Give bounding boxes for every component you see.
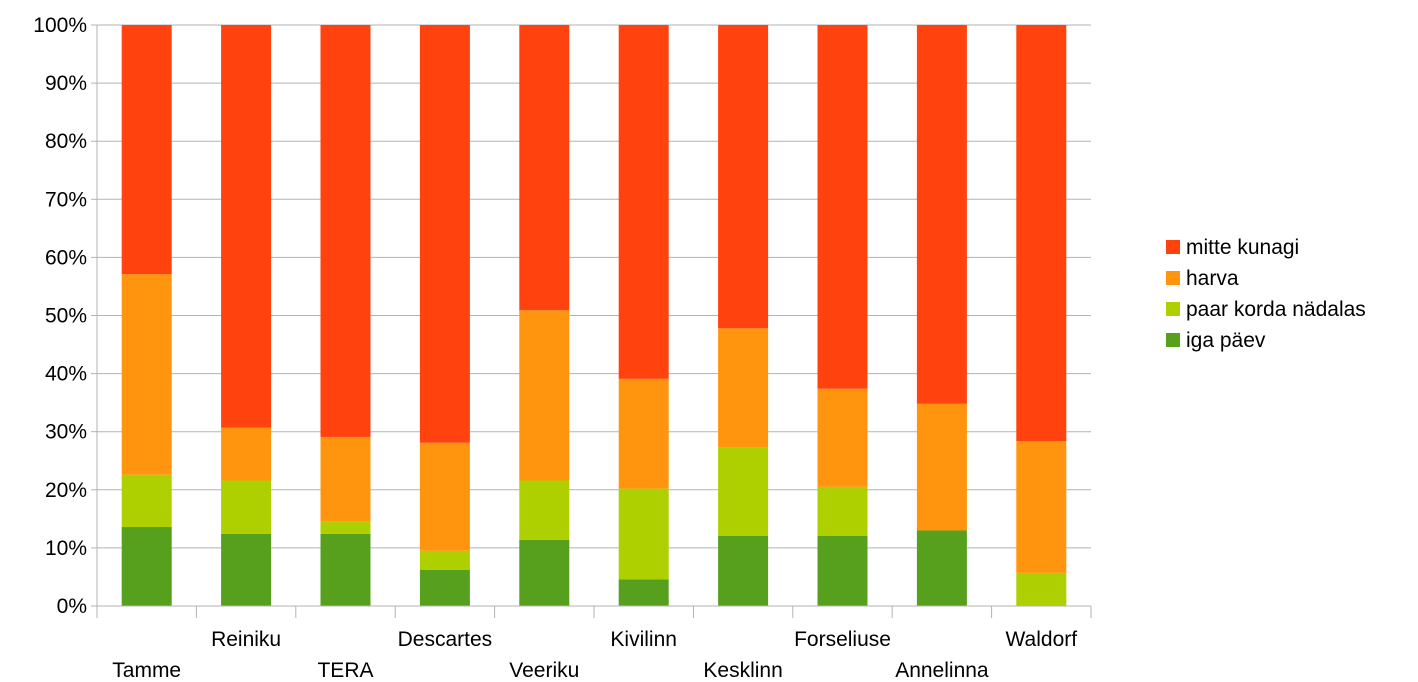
bar-segment-veeriku-2: [519, 310, 570, 481]
legend-label: mitte kunagi: [1186, 236, 1299, 259]
y-tick-label: 50%: [45, 305, 87, 328]
bar-segment-forseliuse-2: [817, 388, 868, 487]
x-tick-label: Veeriku: [509, 659, 579, 682]
bar-segment-kivilinn-1: [618, 488, 669, 580]
bar-segment-kivilinn-2: [618, 378, 669, 489]
bar-segment-forseliuse-0: [817, 535, 868, 606]
bar-segment-kesklinn-0: [718, 535, 769, 606]
legend: mitte kunagi harva paar korda nädalas iga p…: [1166, 236, 1366, 352]
bar-segment-tamme-3: [121, 25, 172, 275]
bar-segment-kesklinn-3: [718, 25, 769, 329]
x-tick-label: TERA: [317, 659, 373, 682]
y-axis-tick-labels: 0% 10% 20% 30% 40% 50% 60% 70% 80% 90% 100%: [33, 14, 87, 618]
bar-segment-kesklinn-1: [718, 447, 769, 536]
bar-segment-waldorf-1: [1016, 572, 1067, 606]
bar-segment-tera-0: [320, 533, 371, 606]
y-tick-label: 30%: [45, 421, 87, 444]
x-axis-tick-labels: Tamme Reiniku TERA Descartes Veeriku Kivilinn…: [112, 628, 1077, 682]
bar-segment-tamme-1: [121, 474, 172, 527]
x-tick-label: Tamme: [112, 659, 181, 682]
bar-segment-veeriku-0: [519, 539, 570, 606]
bar-segment-descartes-1: [419, 550, 470, 570]
y-tick-label: 0%: [57, 595, 87, 618]
y-tick-label: 100%: [33, 14, 87, 37]
x-tick-label: Waldorf: [1006, 628, 1078, 651]
bar-segment-tamme-2: [121, 274, 172, 475]
bar-segment-kivilinn-0: [618, 579, 669, 606]
x-tick-label: Kesklinn: [703, 659, 782, 682]
x-tick-label: Forseliuse: [794, 628, 891, 651]
x-tick-label: Kivilinn: [610, 628, 677, 651]
bar-segment-veeriku-3: [519, 25, 570, 311]
bar-segment-descartes-2: [419, 442, 470, 551]
bar-segment-tera-3: [320, 25, 371, 437]
x-tick-label: Reiniku: [211, 628, 281, 651]
bar-segment-kivilinn-3: [618, 25, 669, 379]
bar-segment-waldorf-3: [1016, 25, 1067, 441]
legend-swatch: [1166, 302, 1180, 316]
bar-segment-forseliuse-3: [817, 25, 868, 389]
legend-label: paar korda nädalas: [1186, 298, 1366, 321]
bar-segment-annelinna-0: [916, 530, 967, 606]
x-tick-label: Descartes: [398, 628, 493, 651]
bar-segment-descartes-3: [419, 25, 470, 443]
legend-swatch: [1166, 240, 1180, 254]
legend-swatch: [1166, 333, 1180, 347]
bar-segment-annelinna-3: [916, 25, 967, 404]
bar-segment-annelinna-2: [916, 403, 967, 531]
bar-segment-reiniku-1: [221, 480, 272, 534]
bar-segment-waldorf-2: [1016, 440, 1067, 573]
bar-segment-tamme-0: [121, 526, 172, 606]
legend-swatch: [1166, 271, 1180, 285]
y-tick-label: 40%: [45, 363, 87, 386]
bar-segment-descartes-0: [419, 569, 470, 606]
axes: [91, 24, 1092, 618]
bar-segment-reiniku-3: [221, 25, 272, 428]
x-tick-label: Annelinna: [895, 659, 989, 682]
y-tick-label: 90%: [45, 72, 87, 95]
bars: [121, 25, 1067, 606]
y-tick-label: 10%: [45, 537, 87, 560]
bar-segment-reiniku-0: [221, 533, 272, 606]
y-tick-label: 60%: [45, 246, 87, 269]
legend-label: harva: [1186, 267, 1239, 290]
y-tick-label: 70%: [45, 188, 87, 211]
legend-label: iga päev: [1186, 329, 1266, 352]
bar-segment-kesklinn-2: [718, 328, 769, 448]
y-tick-label: 80%: [45, 130, 87, 153]
y-tick-label: 20%: [45, 479, 87, 502]
bar-segment-tera-1: [320, 521, 371, 534]
bar-segment-tera-2: [320, 436, 371, 522]
bar-segment-veeriku-1: [519, 480, 570, 540]
bar-segment-reiniku-2: [221, 427, 272, 481]
bar-segment-forseliuse-1: [817, 486, 868, 536]
